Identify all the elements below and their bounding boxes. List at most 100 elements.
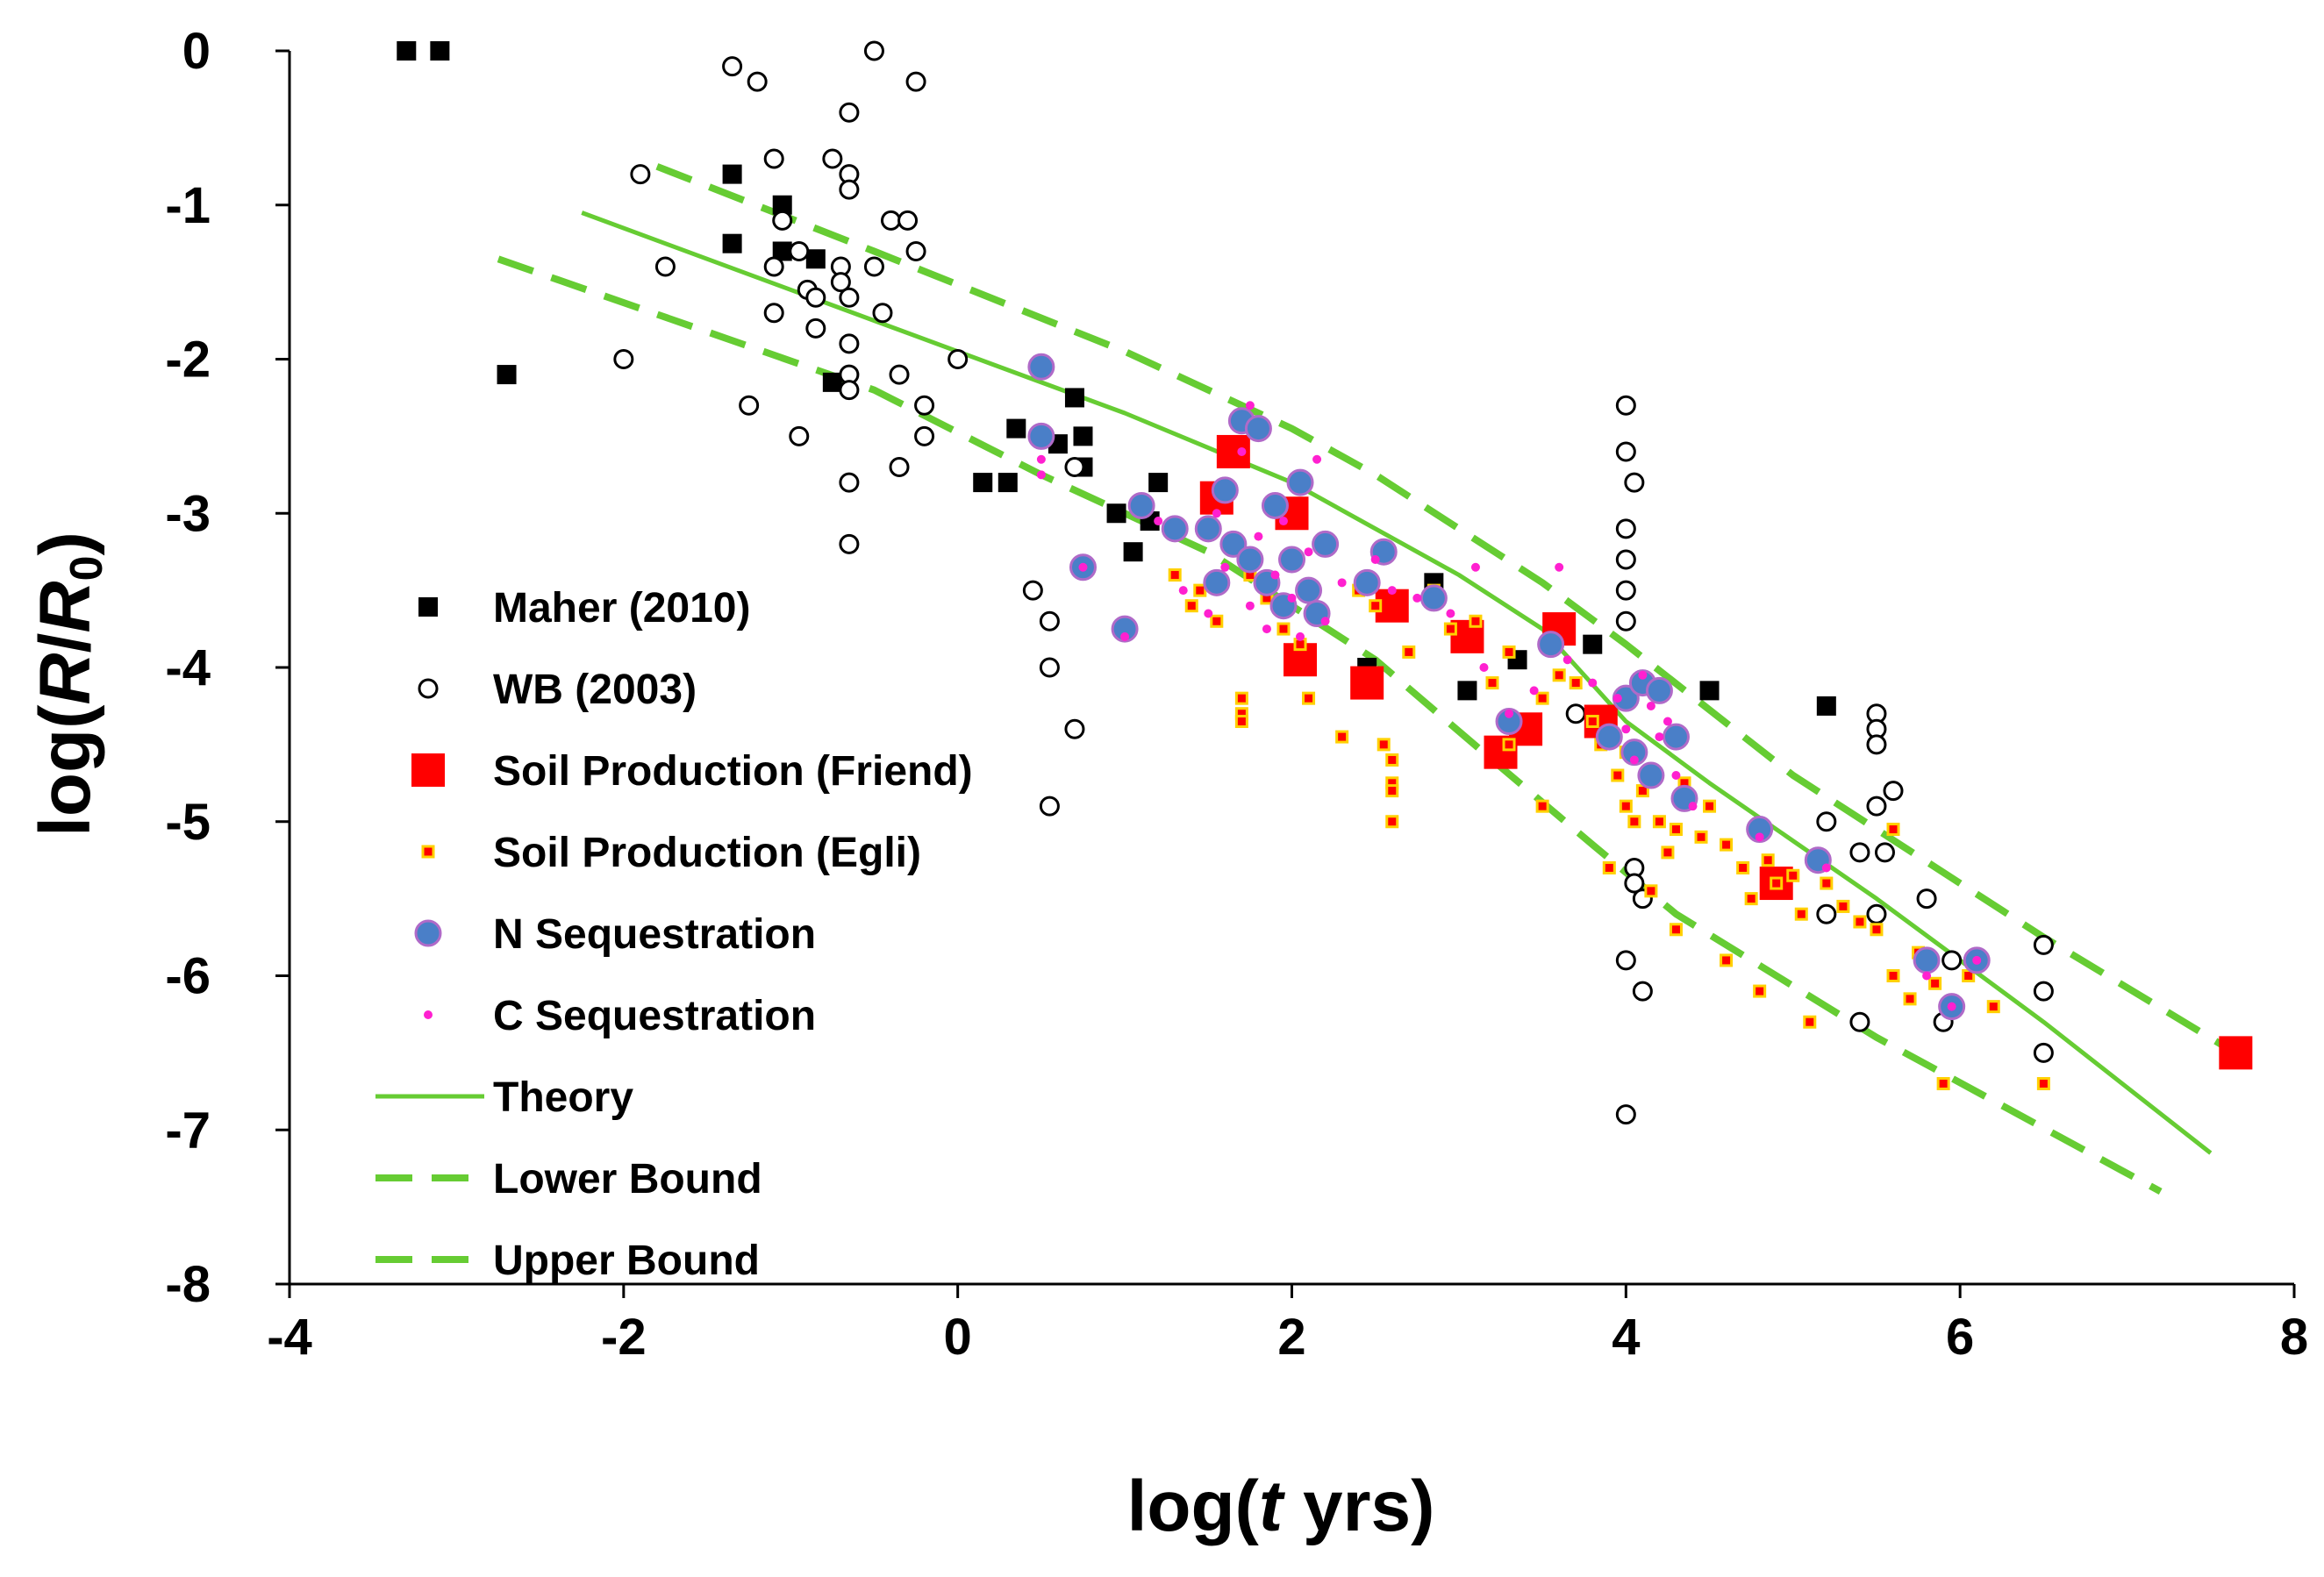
wb-2003-point [822,148,843,169]
maher-2010-point [1583,634,1603,654]
c-sequestration-point [1922,971,1932,981]
wb-2003-point [613,349,634,369]
maher-2010-point [1457,681,1477,701]
maher-2010-point [772,241,792,261]
n-sequestration-point [1111,615,1139,643]
soil-production-friend-point [2219,1036,2253,1070]
theory-line [581,211,2213,1155]
legend-label: Lower Bound [493,1156,762,1202]
c-sequestration-point [1220,562,1230,572]
soil-production-egli-point [1836,899,1850,913]
soil-production-egli-point [1820,876,1834,890]
n-sequestration-point [1194,515,1222,543]
c-sequestration-point [1755,832,1764,842]
c-sequestration-point [1370,554,1380,564]
n-sequestration-point [1286,468,1314,496]
wb-2003-point [1615,395,1636,416]
maher-2010-point [998,473,1018,493]
c-sequestration-point [1671,771,1681,781]
soil-production-egli-point [1870,923,1884,937]
soil-production-egli-point [1569,676,1583,690]
soil-production-egli-point [1886,969,1900,982]
soil-production-egli-point [1335,730,1349,744]
y-tick-label: -6 [165,948,211,1005]
c-sequestration-point [1296,632,1305,641]
wb-2003-point [905,71,926,92]
wb-2003-point [863,256,884,277]
soil-production-egli-point [1986,1000,2000,1014]
wb-2003-point [839,179,860,200]
maher-2010-point [772,195,792,215]
soil-production-egli-point [1669,923,1683,937]
n-sequestration-point [1537,631,1565,659]
c-sequestration-point [1470,562,1480,572]
soil-production-egli-point [1744,892,1758,906]
soil-production-egli-point [1385,815,1399,829]
model-lines [497,163,2263,1195]
n-sequestration-point [1261,491,1289,519]
wb-2003-point [897,210,919,231]
n-sequestration-point [1236,546,1264,574]
soil-production-egli-point [1535,799,1549,813]
wb-2003-point [1624,873,1645,894]
c-sequestration-point [1688,802,1698,811]
wb-2003-point [1064,457,1085,478]
c-sequestration-point [1245,601,1255,610]
wb-2003-point [1565,703,1586,724]
soil-production-egli-point [1602,860,1616,874]
maher-2010-point [1148,473,1169,493]
soil-production-egli-point [1770,876,1784,890]
wb-2003-point [1816,903,1837,924]
wb-2003-point [763,148,784,169]
soil-production-egli-point [1234,691,1248,705]
wb-2003-point [2033,1042,2054,1063]
n-sequestration-point [1219,530,1248,558]
c-sequestration-point [1479,663,1489,672]
c-sequestration-point [1638,670,1648,680]
n-sequestration-point [1161,515,1189,543]
soil-production-egli-point [1377,738,1391,752]
wb-2003-point [805,287,826,308]
soil-production-egli-point [1753,984,1767,998]
maher-2010-point [397,41,417,61]
x-axis-title: log(t yrs) [1127,1466,1435,1546]
c-sequestration-point [1320,617,1330,626]
soil-production-egli-point [1585,715,1599,729]
c-sequestration-point [1646,701,1655,710]
n-sequestration-point [1027,422,1055,450]
legend-label: WB (2003) [493,667,697,713]
maher-2010-point [1106,503,1126,524]
wb-2003-point [1615,1104,1636,1125]
ticks: -4 -2 0 2 4 6 8 0 -1 -2 -3 -4 -5 -6 -7 -8 [165,23,2308,1366]
c-sequestration-point [1278,517,1288,526]
soil-production-egli-point [1485,676,1499,690]
soil-production-egli-point [1552,668,1566,682]
legend-label: Soil Production (Egli) [493,830,921,876]
x-tick-label: -4 [267,1309,312,1366]
wb-2003-point [863,40,884,61]
maher-2010-point [1816,696,1836,716]
legend-label: N Sequestration [493,911,816,958]
soil-production-egli-point [1184,599,1198,613]
n-sequestration-point [1495,708,1523,736]
wb-2003-point [1615,580,1636,601]
c-sequestration-point [1178,586,1188,596]
wb-2003-point [947,349,969,369]
maher-2010-point [1073,426,1093,446]
soil-production-egli-point [1234,715,1248,729]
y-tick-label: -2 [165,332,211,389]
wb-2003-point [1874,842,1895,863]
n-sequestration-point [1595,723,1623,751]
maher-2010-point [822,372,842,392]
wb-2003-point [630,164,651,185]
n-sequestration-point [1419,584,1448,612]
legend-label: Soil Production (Friend) [493,748,973,795]
c-sequestration-point [1337,578,1347,588]
c-sequestration-point [1555,562,1564,572]
soil-production-egli-point [1619,799,1633,813]
n-sequestration-point [1645,676,1673,704]
wb-2003-point [763,303,784,324]
n-sequestration-point [1312,530,1340,558]
wb-2003-point [763,256,784,277]
wb-2003-point [1849,1011,1870,1032]
